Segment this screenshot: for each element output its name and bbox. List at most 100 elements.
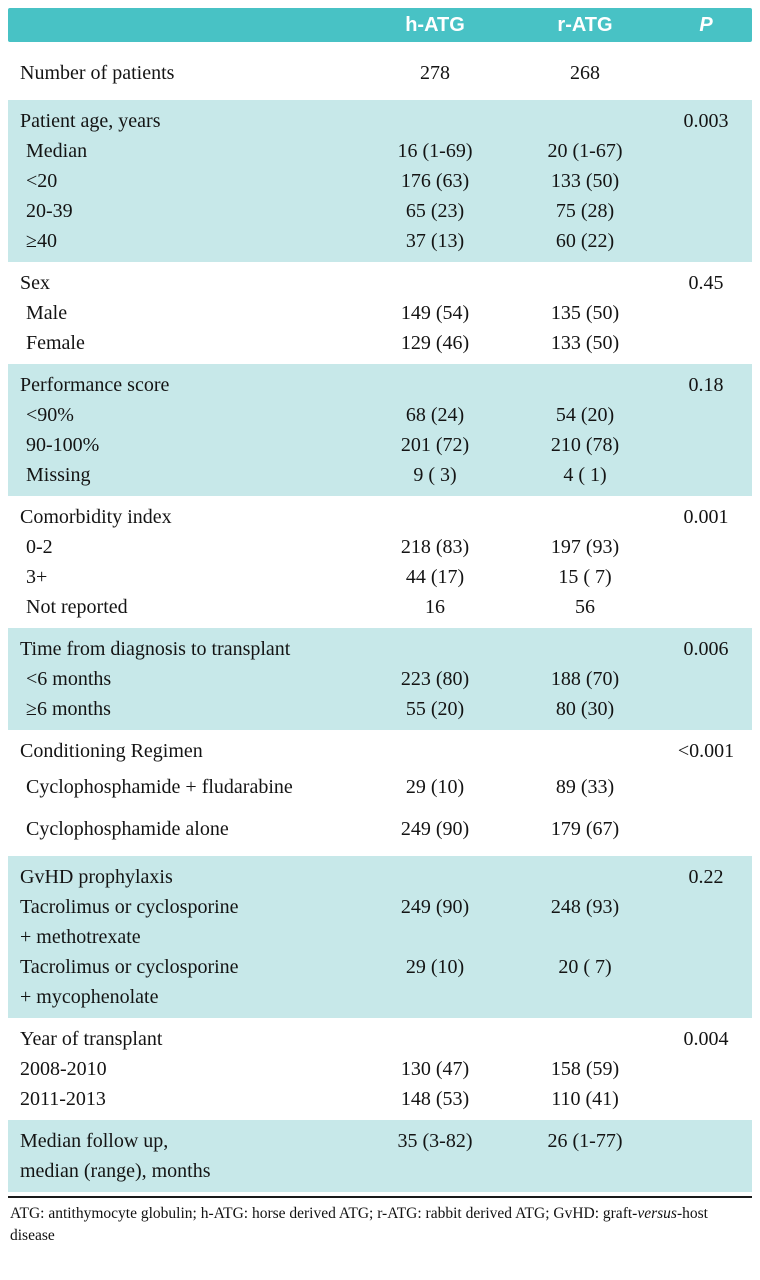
row-label: Median follow up, median (range), months [20, 1130, 211, 1182]
ratg-value: 188 (70) [550, 668, 620, 690]
header-p-value: P [699, 14, 713, 36]
table-row: Time from diagnosis to transplant 0.006 [8, 634, 752, 664]
p-value: 0.001 [683, 506, 729, 528]
hatg-value: 218 (83) [400, 536, 470, 558]
table-row: Missing 9 ( 3) 4 ( 1) [8, 460, 752, 490]
table-row: 90-100% 201 (72) 210 (78) [8, 430, 752, 460]
hatg-value: 65 (23) [405, 200, 465, 222]
hatg-value: 176 (63) [400, 170, 470, 192]
row-label: GvHD prophylaxis [20, 866, 173, 888]
table-row: Conditioning Regimen <0.001 [8, 736, 752, 766]
row-label: 2011-2013 [20, 1088, 106, 1110]
table-row: 20-39 65 (23) 75 (28) [8, 196, 752, 226]
row-label: Female [26, 332, 85, 354]
table-row: Female 129 (46) 133 (50) [8, 328, 752, 358]
table-row: Sex 0.45 [8, 268, 752, 298]
ratg-value: 110 (41) [551, 1088, 619, 1110]
p-value: 0.006 [683, 638, 729, 660]
hatg-value: 148 (53) [400, 1088, 470, 1110]
table-section: GvHD prophylaxis 0.22 Tacrolimus or cyclos… [8, 856, 752, 1018]
table-row: Tacrolimus or cyclosporine + methotrexate… [8, 892, 752, 952]
table-section: Median follow up, median (range), months 3… [8, 1120, 752, 1192]
ratg-value: 197 (93) [550, 536, 620, 558]
table-row: Not reported 16 56 [8, 592, 752, 622]
row-label: Performance score [20, 374, 170, 396]
row-label: Median [26, 140, 88, 162]
row-label: 3+ [26, 566, 48, 588]
ratg-value: 268 [570, 62, 600, 84]
hatg-value: 44 (17) [405, 566, 465, 588]
header-spacer [8, 14, 360, 36]
ratg-value: 80 (30) [555, 698, 615, 720]
row-label: Missing [26, 464, 91, 486]
row-label: Cyclophosphamide alone [26, 818, 229, 840]
table-row: ≥6 months 55 (20) 80 (30) [8, 694, 752, 724]
row-label: Number of patients [20, 62, 175, 84]
table-row: 2011-2013 148 (53) 110 (41) [8, 1084, 752, 1114]
table-row: Median follow up, median (range), months 3… [8, 1126, 752, 1186]
hatg-value: 16 [425, 596, 445, 618]
hatg-value: 55 (20) [405, 698, 465, 720]
hatg-value: 35 (3-82) [397, 1130, 473, 1152]
table-header-row: h-ATG r-ATG P [8, 8, 752, 42]
row-label: ≥40 [26, 230, 57, 252]
ratg-value: 15 ( 7) [558, 566, 612, 588]
ratg-value: 4 ( 1) [563, 464, 607, 486]
table-row: <20 176 (63) 133 (50) [8, 166, 752, 196]
table-section: Patient age, years 0.003 Median 16 (1-69) 20… [8, 100, 752, 262]
table-row: Performance score 0.18 [8, 370, 752, 400]
table-row: Comorbidity index 0.001 [8, 502, 752, 532]
ratg-value: 54 (20) [555, 404, 615, 426]
hatg-value: 129 (46) [400, 332, 470, 354]
ratg-value: 158 (59) [550, 1058, 620, 1080]
ratg-value: 248 (93) [550, 896, 620, 918]
footnote-text: ATG: antithymocyte globulin; h-ATG: hors… [10, 1205, 638, 1222]
hatg-value: 130 (47) [400, 1058, 470, 1080]
hatg-value: 249 (90) [400, 896, 470, 918]
table-section: Performance score 0.18 <90% 68 (24) 54 (20) 9… [8, 364, 752, 496]
row-label: ≥6 months [26, 698, 111, 720]
table-section: Sex 0.45 Male 149 (54) 135 (50) Female 129 (46… [8, 262, 752, 364]
table-row: GvHD prophylaxis 0.22 [8, 862, 752, 892]
footnote-italic-word: versus [637, 1205, 677, 1222]
ratg-value: 20 ( 7) [558, 956, 612, 978]
table-row: Male 149 (54) 135 (50) [8, 298, 752, 328]
row-label: Patient age, years [20, 110, 161, 132]
ratg-value: 20 (1-67) [547, 140, 623, 162]
table-row: 3+ 44 (17) 15 ( 7) [8, 562, 752, 592]
hatg-value: 249 (90) [400, 818, 470, 840]
table-row: Patient age, years 0.003 [8, 106, 752, 136]
p-value: 0.45 [688, 272, 724, 294]
row-label: <90% [26, 404, 74, 426]
table-row: Cyclophosphamide alone 249 (90) 179 (67) [8, 808, 752, 850]
hatg-value: 278 [420, 62, 450, 84]
ratg-value: 133 (50) [550, 170, 620, 192]
p-value: 0.22 [688, 866, 724, 888]
hatg-value: 37 (13) [405, 230, 465, 252]
table-row: <6 months 223 (80) 188 (70) [8, 664, 752, 694]
table-row: 0-2 218 (83) 197 (93) [8, 532, 752, 562]
ratg-value: 56 [575, 596, 595, 618]
table-body: Number of patients 278 268 Patient age, yea… [8, 46, 752, 1192]
row-label: Tacrolimus or cyclosporine + mycophenolat… [20, 956, 239, 1008]
p-value: 0.18 [688, 374, 724, 396]
ratg-value: 135 (50) [550, 302, 620, 324]
table-row: 2008-2010 130 (47) 158 (59) [8, 1054, 752, 1084]
hatg-value: 29 (10) [405, 776, 465, 798]
row-label: Conditioning Regimen [20, 740, 203, 762]
table-row: Cyclophosphamide + fludarabine 29 (10) 89 … [8, 766, 752, 808]
table-section: Year of transplant 0.004 2008-2010 130 (47)… [8, 1018, 752, 1120]
hatg-value: 9 ( 3) [413, 464, 457, 486]
table-row: <90% 68 (24) 54 (20) [8, 400, 752, 430]
row-label: Sex [20, 272, 50, 294]
p-value: 0.004 [683, 1028, 729, 1050]
table-row: Tacrolimus or cyclosporine + mycophenolat… [8, 952, 752, 1012]
row-label: <20 [26, 170, 58, 192]
row-label: Comorbidity index [20, 506, 172, 528]
ratg-value: 179 (67) [550, 818, 620, 840]
row-label: 90-100% [26, 434, 100, 456]
hatg-value: 29 (10) [405, 956, 465, 978]
row-label: Time from diagnosis to transplant [20, 638, 291, 660]
hatg-value: 16 (1-69) [397, 140, 473, 162]
